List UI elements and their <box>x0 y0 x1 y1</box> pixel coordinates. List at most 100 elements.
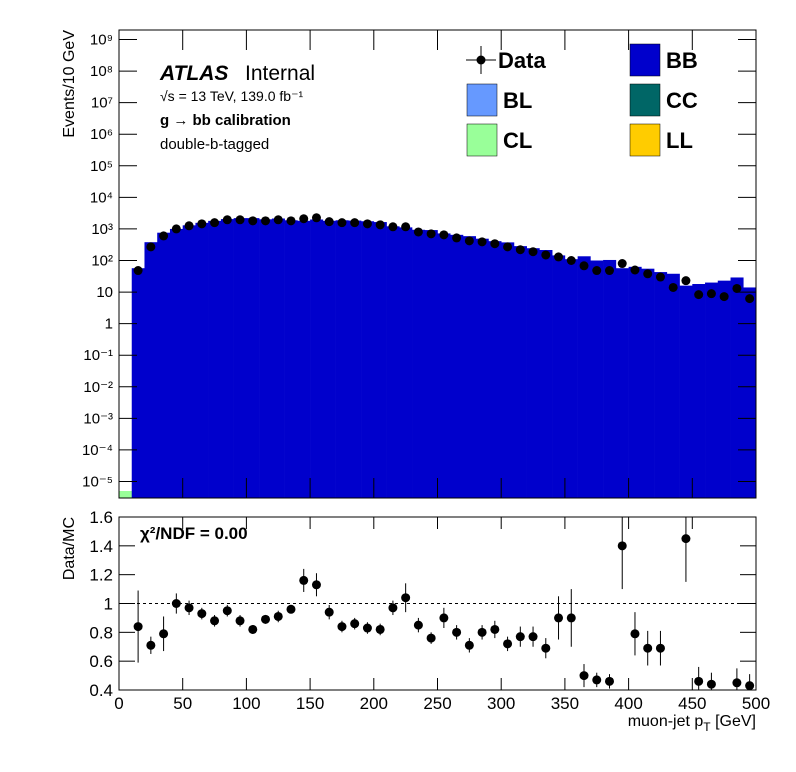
x-tick-label: 400 <box>614 694 642 713</box>
data-point <box>311 213 321 223</box>
y-tick-label: 10⁻⁴ <box>82 442 113 459</box>
legend-swatch <box>466 83 498 117</box>
histogram-bar <box>513 246 527 498</box>
internal-label: Internal <box>245 62 315 85</box>
data-point <box>490 624 500 634</box>
histogram-bar <box>692 284 706 498</box>
data-point <box>630 265 640 275</box>
data-point <box>464 640 474 650</box>
data-point <box>159 629 169 639</box>
histogram-bar <box>437 233 451 499</box>
data-point <box>579 261 589 271</box>
legend-swatch <box>629 43 661 77</box>
data-point <box>248 624 258 634</box>
y-tick-label: 10⁻³ <box>83 410 113 427</box>
y-tick-label: 10⁻² <box>83 379 113 396</box>
y-tick-label: 10² <box>91 252 113 269</box>
y-tick-label: 1.6 <box>89 508 113 527</box>
data-point <box>197 219 207 229</box>
data-point <box>184 603 194 613</box>
data-point <box>477 237 487 247</box>
y-axis-label: Events/10 GeV <box>61 30 78 138</box>
data-point <box>732 283 742 293</box>
y-tick-label: 0.6 <box>89 652 113 671</box>
data-point <box>490 239 500 249</box>
legend-label: BL <box>503 88 532 113</box>
data-point <box>503 242 513 252</box>
x-tick-label: 250 <box>423 694 451 713</box>
y-tick-label: 10⁶ <box>90 126 113 143</box>
data-point <box>604 676 614 686</box>
legend-label: Data <box>498 48 546 73</box>
data-point <box>388 603 398 613</box>
data-point <box>222 606 232 616</box>
histogram-bar <box>654 272 668 498</box>
data-point <box>541 250 551 260</box>
data-point <box>350 218 360 228</box>
data-point <box>655 272 665 282</box>
data-point <box>133 266 143 276</box>
data-point <box>184 221 194 231</box>
data-point <box>133 622 143 632</box>
histogram-bar <box>475 238 489 498</box>
data-point <box>617 541 627 551</box>
data-point <box>464 236 474 246</box>
legend-label: CL <box>503 128 532 153</box>
data-point <box>554 252 564 262</box>
histogram-bar <box>450 234 464 498</box>
legend-swatch <box>466 123 498 157</box>
histogram-bar <box>705 282 719 498</box>
data-point <box>337 218 347 228</box>
data-point <box>413 227 423 237</box>
data-point <box>477 627 487 637</box>
legend-label: LL <box>666 128 693 153</box>
data-point <box>299 214 309 224</box>
data-point <box>388 222 398 232</box>
histogram-bar <box>679 285 693 498</box>
x-axis-label: muon-jet pT [GeV] <box>628 713 756 734</box>
x-axis-label-unit: [GeV] <box>711 713 756 730</box>
data-point <box>210 616 220 626</box>
legend-swatch <box>629 123 661 157</box>
x-tick-label: 300 <box>487 694 515 713</box>
data-point <box>694 290 704 300</box>
histogram-bar <box>335 220 349 498</box>
histogram-bar <box>539 250 553 498</box>
x-tick-label: 50 <box>173 694 192 713</box>
data-point <box>311 580 321 590</box>
histogram-bar <box>310 219 324 499</box>
histogram-bar <box>590 260 604 498</box>
histogram-bar <box>144 242 158 498</box>
histogram-bar <box>131 268 145 498</box>
y-tick-label: 1.2 <box>89 566 113 585</box>
data-point <box>452 233 462 243</box>
data-point <box>248 216 258 226</box>
y-tick-label: 1 <box>105 316 113 333</box>
data-point <box>286 216 296 226</box>
y-tick-label: 0.4 <box>89 681 113 700</box>
data-point <box>375 220 385 230</box>
y-tick-label: 10⁻¹ <box>83 347 113 364</box>
y-tick-label: 1 <box>104 595 113 614</box>
histogram-bar <box>259 219 273 498</box>
data-point <box>732 678 742 688</box>
histogram-bar <box>501 242 515 498</box>
data-point <box>554 613 564 623</box>
x-tick-label: 350 <box>551 694 579 713</box>
data-point <box>146 242 156 252</box>
histogram-bar <box>564 259 578 498</box>
data-point <box>566 255 576 265</box>
data-point <box>630 629 640 639</box>
legend-label: CC <box>666 88 698 113</box>
x-tick-label: 150 <box>296 694 324 713</box>
data-point <box>566 613 576 623</box>
data-point <box>286 604 296 614</box>
data-point <box>375 624 385 634</box>
data-point <box>694 676 704 686</box>
histogram-bar <box>552 255 566 498</box>
histogram-bar <box>424 230 438 498</box>
data-point <box>643 643 653 653</box>
data-point <box>273 215 283 225</box>
data-point <box>592 675 602 685</box>
data-point <box>681 276 691 286</box>
